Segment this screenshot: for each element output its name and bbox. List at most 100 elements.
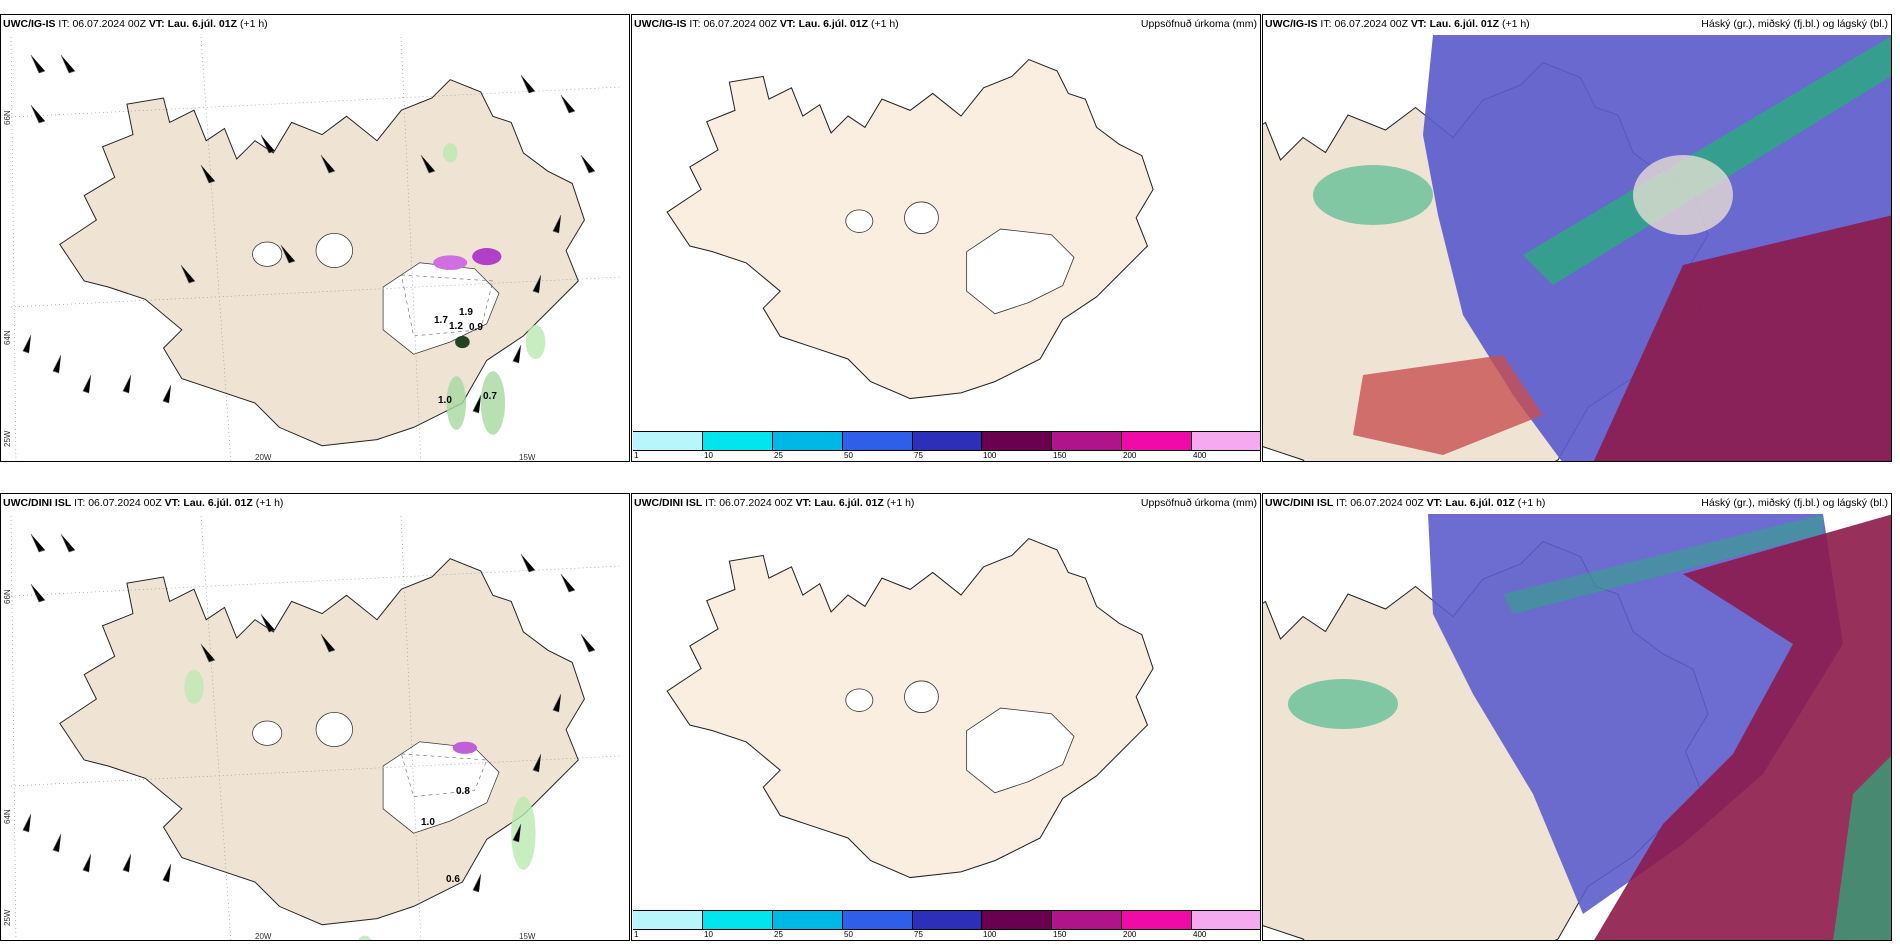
map-panel-wind-igis: UWC/IG-IS IT: 06.07.2024 00Z VT: Lau. 6.… <box>0 14 630 462</box>
colorbar-tick: 10 <box>704 451 713 460</box>
colorbar-swatch <box>772 432 843 450</box>
colorbar-swatch <box>1192 432 1260 450</box>
colorbar-tick: 400 <box>1193 451 1207 460</box>
init-time: 06.07.2024 00Z <box>88 497 162 509</box>
model-name: UWC/IG-IS <box>1265 18 1318 30</box>
init-time: 06.07.2024 00Z <box>1350 497 1424 509</box>
panel-title: Uppsöfnuð úrkoma (mm) <box>1140 18 1257 30</box>
lead-time: (+1 h) <box>1501 18 1530 30</box>
map-panel-cloud-dini: UWC/DINI ISL IT: 06.07.2024 00Z VT: Lau.… <box>1262 493 1892 941</box>
colorbar-tick: 50 <box>844 451 853 460</box>
precip-purple-1 <box>433 255 468 271</box>
colorbar-tick: 75 <box>914 930 923 939</box>
colorbar-swatch <box>1052 911 1123 929</box>
precip-colorbar <box>633 910 1260 930</box>
init-time: 06.07.2024 00Z <box>72 18 146 30</box>
map-panel-precip-dini: UWC/DINI ISL IT: 06.07.2024 00Z VT: Lau.… <box>631 493 1261 941</box>
cloud-map <box>1263 15 1891 461</box>
point-value: 1.2 <box>449 321 463 332</box>
lat-label-66: 66N <box>3 110 12 125</box>
colorbar-ticks: 1 10 25 50 75 100 150 200 400 <box>633 451 1260 461</box>
colorbar-swatch <box>842 911 913 929</box>
glacier-hofsjokull <box>252 241 283 267</box>
colorbar-tick: 50 <box>844 930 853 939</box>
map-panel-wind-dini: UWC/DINI ISL IT: 06.07.2024 00Z VT: Lau.… <box>0 493 630 941</box>
colorbar-tick: 150 <box>1053 451 1067 460</box>
panel-title: Háský (gr.), miðský (fj.bl.) og lágský (… <box>1701 18 1888 30</box>
lead-time: (+1 h) <box>1517 497 1546 509</box>
lead-time: (+1 h) <box>255 497 284 509</box>
colorbar-ticks: 1 10 25 50 75 100 150 200 400 <box>633 930 1260 940</box>
lon-label-15: 15W <box>519 453 536 462</box>
panel-title: Uppsöfnuð úrkoma (mm) <box>1140 497 1257 509</box>
colorbar-swatch <box>1122 432 1193 450</box>
colorbar-tick: 100 <box>983 930 997 939</box>
lat-label-64: 64N <box>3 330 12 345</box>
colorbar-tick: 1 <box>634 451 639 460</box>
wind-barbs <box>22 54 596 414</box>
precip-purple-2 <box>472 248 502 266</box>
colorbar-swatch <box>912 432 983 450</box>
point-value: 1.0 <box>438 395 452 406</box>
colorbar-swatch <box>1052 432 1123 450</box>
colorbar-tick: 200 <box>1123 930 1137 939</box>
colorbar-tick: 400 <box>1193 930 1207 939</box>
precip-dark-green <box>455 335 470 349</box>
init-time: 06.07.2024 00Z <box>703 18 777 30</box>
precip-colorbar <box>633 431 1260 451</box>
point-value: 0.8 <box>456 786 470 797</box>
model-name: UWC/IG-IS <box>3 18 56 30</box>
lon-label-20: 20W <box>255 453 272 462</box>
map-panel-cloud-igis: UWC/IG-IS IT: 06.07.2024 00Z VT: Lau. 6.… <box>1262 14 1892 462</box>
colorbar-swatch <box>982 911 1053 929</box>
colorbar-swatch <box>842 432 913 450</box>
lead-time: (+1 h) <box>239 18 268 30</box>
precip-green-4 <box>442 143 458 163</box>
cloud-low-green-west <box>1313 165 1433 225</box>
map-panel-precip-igis: UWC/IG-IS IT: 06.07.2024 00Z VT: Lau. 6.… <box>631 14 1261 462</box>
colorbar-swatch <box>1122 911 1193 929</box>
colorbar-tick: 75 <box>914 451 923 460</box>
point-value: 1.7 <box>434 315 448 326</box>
wind-map <box>10 36 622 461</box>
colorbar-swatch <box>912 911 983 929</box>
precip-green-3 <box>525 324 546 360</box>
colorbar-swatch <box>633 911 703 929</box>
precip-map <box>666 537 1154 879</box>
panel-header: UWC/IG-IS IT: 06.07.2024 00Z VT: Lau. 6.… <box>1265 18 1888 30</box>
point-value: 0.6 <box>446 874 460 885</box>
cloud-low-green-west <box>1288 679 1398 729</box>
valid-time: Lau. 6.júl. 01Z <box>183 497 253 509</box>
wind-barbs <box>22 533 596 893</box>
panel-header: UWC/DINI ISL IT: 06.07.2024 00Z VT: Lau.… <box>3 497 284 509</box>
cloud-low-green-band <box>1503 514 1823 614</box>
valid-time: Lau. 6.júl. 01Z <box>1429 18 1500 30</box>
snow-hatch <box>401 274 494 337</box>
lead-time: (+1 h) <box>870 18 899 30</box>
colorbar-tick: 25 <box>774 451 783 460</box>
cloud-mid-red <box>1594 514 1891 940</box>
colorbar-tick: 150 <box>1053 930 1067 939</box>
point-value: 0.9 <box>469 322 483 333</box>
colorbar-swatch <box>982 432 1053 450</box>
cloud-high-blue <box>1428 514 1843 914</box>
glacier-langjokull <box>315 233 353 268</box>
point-value: 1.0 <box>421 817 435 828</box>
clear-patch <box>1633 155 1733 235</box>
init-time: 06.07.2024 00Z <box>719 497 793 509</box>
valid-time: Lau. 6.júl. 01Z <box>798 18 869 30</box>
point-value: 1.9 <box>459 307 473 318</box>
colorbar-tick: 200 <box>1123 451 1137 460</box>
panel-header: UWC/DINI ISL IT: 06.07.2024 00Z VT: Lau.… <box>634 497 1257 509</box>
lead-time: (+1 h) <box>886 497 915 509</box>
model-name: UWC/IG-IS <box>634 18 687 30</box>
colorbar-swatch <box>633 432 703 450</box>
colorbar-swatch <box>702 911 773 929</box>
valid-time: Lau. 6.júl. 01Z <box>167 18 238 30</box>
valid-time: Lau. 6.júl. 01Z <box>1445 497 1515 509</box>
model-name: UWC/DINI ISL <box>1265 497 1334 509</box>
panel-header: UWC/IG-IS IT: 06.07.2024 00Z VT: Lau. 6.… <box>634 18 1257 30</box>
wind-map <box>10 515 622 940</box>
colorbar-swatch <box>772 911 843 929</box>
colorbar-tick: 100 <box>983 451 997 460</box>
